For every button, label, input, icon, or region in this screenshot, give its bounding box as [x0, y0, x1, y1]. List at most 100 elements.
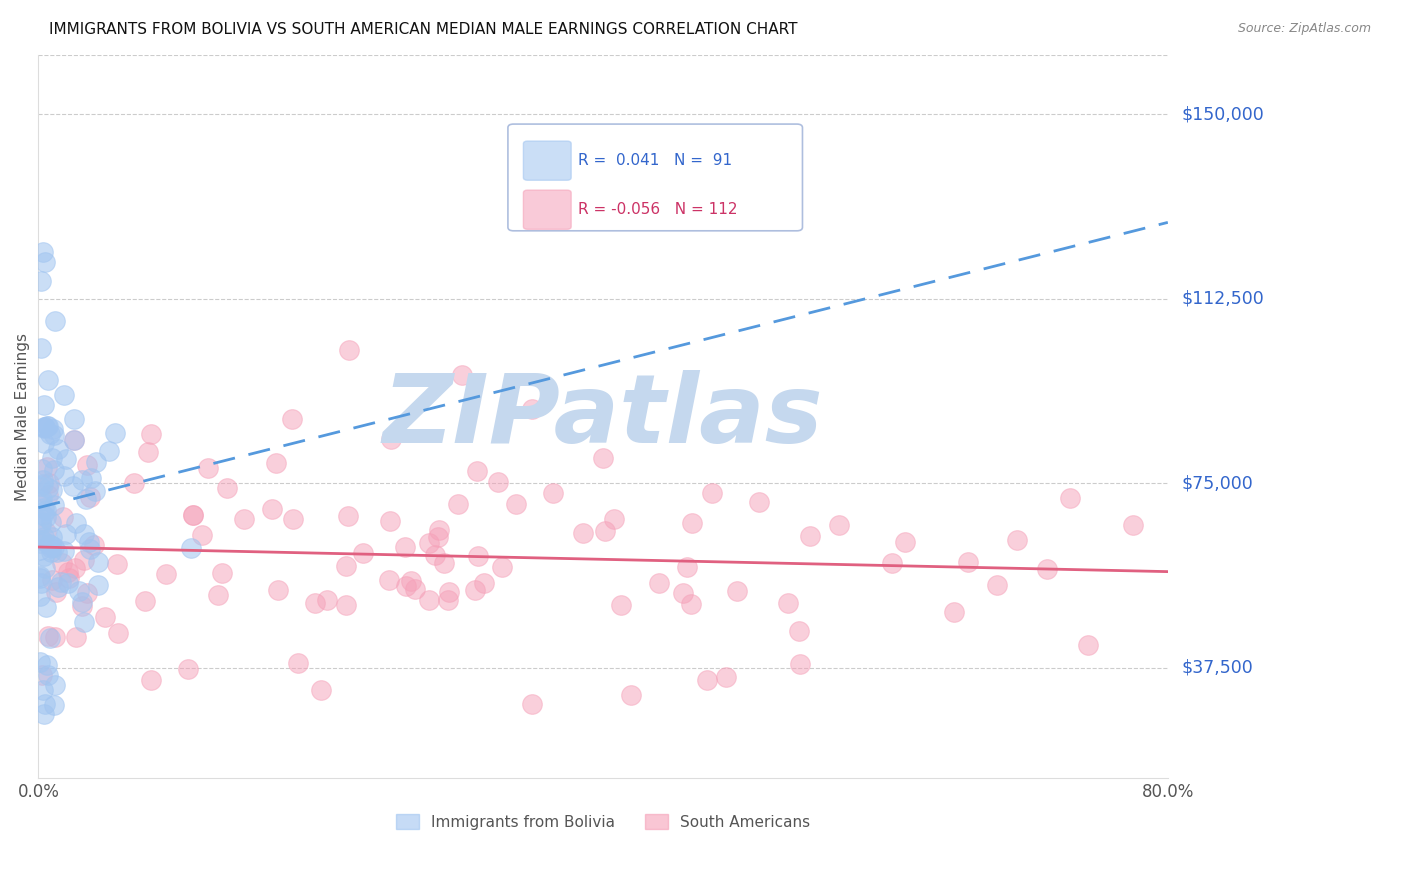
Point [395, 579, 418, 593]
Point [51, 557, 73, 571]
Point [32, 419, 55, 434]
Point [58, 571, 80, 585]
Point [31, 491, 53, 506]
Point [65, 561, 87, 575]
Point [28, 478, 51, 492]
Point [787, 624, 810, 639]
Point [30, 274, 52, 288]
Point [155, 566, 177, 581]
Point [28, 535, 51, 549]
Point [287, 657, 309, 671]
Point [799, 529, 821, 543]
Point [337, 509, 360, 524]
Point [620, 688, 643, 702]
Point [451, 368, 474, 382]
Point [418, 593, 440, 607]
Point [32, 435, 55, 450]
Point [87, 578, 110, 592]
Point [79, 491, 101, 505]
Point [52, 510, 75, 524]
Point [52, 387, 75, 401]
Point [447, 497, 470, 511]
Point [714, 670, 737, 684]
Point [207, 588, 229, 602]
Point [423, 549, 446, 563]
Text: $112,500: $112,500 [1181, 290, 1264, 308]
Point [52, 544, 75, 558]
Point [610, 598, 633, 612]
Point [34, 698, 56, 712]
Point [603, 512, 626, 526]
Point [1059, 491, 1081, 505]
Point [828, 518, 851, 533]
Point [65, 516, 87, 530]
Point [32, 421, 55, 435]
Point [38, 476, 60, 491]
Point [34, 254, 56, 268]
Point [63, 434, 86, 448]
Point [37, 629, 59, 643]
Point [65, 630, 87, 644]
Point [104, 425, 127, 440]
Text: R =  0.041   N =  91: R = 0.041 N = 91 [578, 153, 733, 169]
Point [67, 583, 90, 598]
Text: ZIPatlas: ZIPatlas [382, 370, 824, 463]
Point [34, 420, 56, 434]
Point [70, 594, 93, 608]
Point [304, 596, 326, 610]
Point [789, 657, 811, 671]
Point [49, 575, 72, 590]
Point [418, 536, 440, 550]
Point [486, 475, 509, 489]
Point [260, 502, 283, 516]
Point [42, 540, 65, 554]
Point [84, 484, 107, 499]
Point [748, 494, 770, 508]
Point [190, 528, 212, 542]
Point [122, 475, 145, 490]
Point [522, 698, 544, 712]
Point [592, 451, 614, 466]
Point [37, 459, 59, 474]
Point [141, 673, 163, 687]
Point [77, 535, 100, 549]
Point [105, 557, 128, 571]
Point [35, 503, 58, 517]
Point [141, 426, 163, 441]
Point [32, 707, 55, 722]
Point [28, 569, 51, 583]
Point [136, 445, 159, 459]
Text: $75,000: $75,000 [1181, 474, 1254, 492]
Point [572, 526, 595, 541]
Point [264, 456, 287, 470]
Point [84, 455, 107, 469]
Point [30, 516, 52, 531]
Point [505, 497, 527, 511]
Point [28, 589, 51, 603]
Point [181, 508, 204, 523]
Point [30, 655, 52, 669]
Point [62, 433, 84, 447]
Point [73, 615, 96, 629]
Point [776, 596, 799, 610]
Point [31, 682, 53, 697]
Point [427, 523, 450, 537]
Point [681, 516, 703, 531]
Point [464, 583, 486, 598]
Text: Source: ZipAtlas.com: Source: ZipAtlas.com [1237, 22, 1371, 36]
Point [39, 515, 62, 529]
Point [30, 515, 52, 529]
Point [72, 599, 94, 614]
Point [58, 576, 80, 591]
Point [35, 658, 58, 673]
Point [39, 631, 62, 645]
Point [648, 576, 671, 591]
Text: IMMIGRANTS FROM BOLIVIA VS SOUTH AMERICAN MEDIAN MALE EARNINGS CORRELATION CHART: IMMIGRANTS FROM BOLIVIA VS SOUTH AMERICA… [49, 22, 797, 37]
Point [309, 682, 332, 697]
Point [702, 486, 724, 500]
Point [465, 464, 488, 478]
Point [46, 581, 69, 595]
Point [97, 443, 120, 458]
Point [433, 556, 456, 570]
Point [426, 530, 449, 544]
